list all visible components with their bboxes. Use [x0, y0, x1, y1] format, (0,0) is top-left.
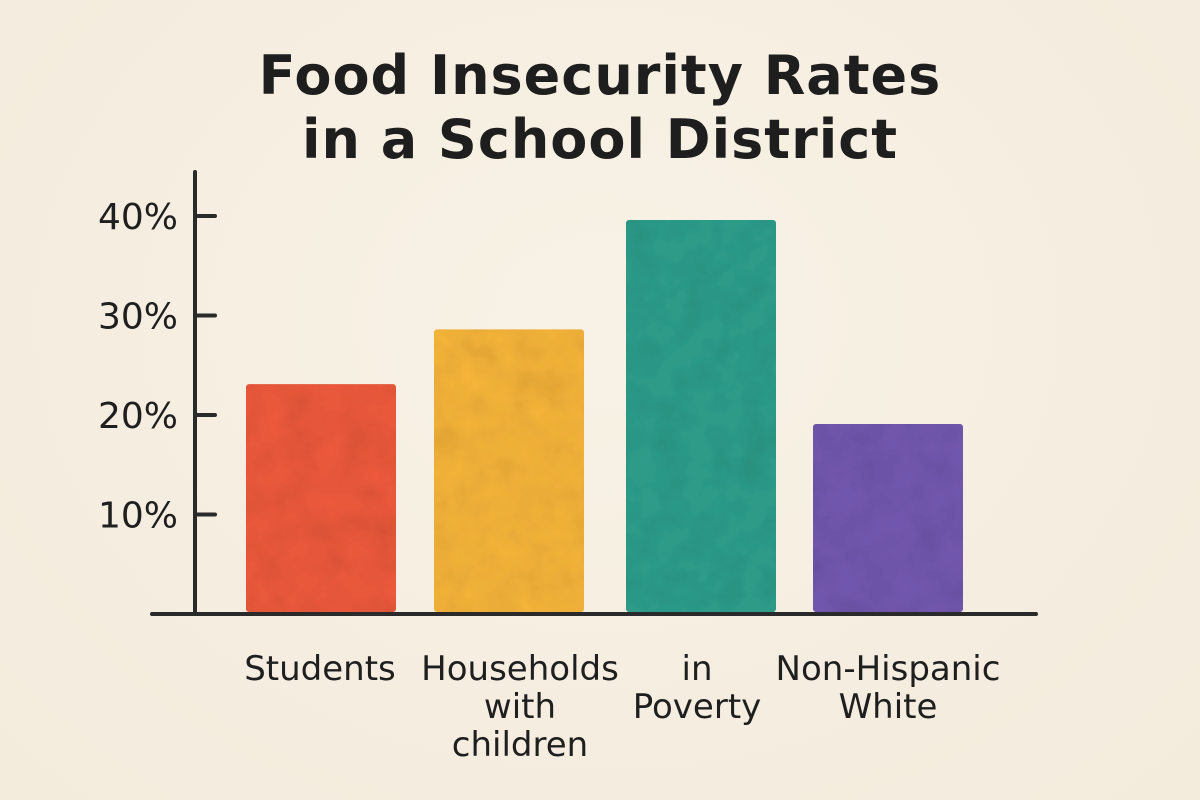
x-category-label-2-line-2: with	[484, 687, 556, 727]
y-tick-label-10: 10%	[98, 496, 178, 537]
bar-3	[626, 219, 776, 612]
x-category-label-2-line-3: children	[452, 725, 588, 765]
bar-1	[246, 384, 396, 612]
y-tick-label-20: 20%	[98, 396, 178, 437]
y-ticks-layer: 10% 20% 30% 40%	[98, 197, 217, 537]
y-tick-label-30: 30%	[98, 297, 178, 338]
x-category-label-4-line-1: Non-Hispanic	[776, 649, 1001, 689]
chart-title-line-1: Food Insecurity Rates	[258, 44, 942, 107]
bar-2	[434, 329, 584, 612]
chart-title: Food Insecurity Rates in a School Distri…	[0, 44, 1200, 172]
x-category-label-3-line-2: Poverty	[633, 687, 762, 727]
bars-layer	[246, 219, 963, 613]
y-tick-label-40: 40%	[98, 197, 178, 238]
bar-4	[813, 423, 963, 613]
x-category-label-4-line-2: White	[839, 687, 938, 727]
chart-title-line-2: in a School District	[301, 108, 899, 171]
x-category-label-2-line-1: Households	[421, 649, 619, 689]
x-category-label-1-line-1: Students	[244, 649, 396, 689]
x-category-label-3-line-1: in	[682, 649, 713, 689]
axes-layer	[150, 170, 1038, 616]
